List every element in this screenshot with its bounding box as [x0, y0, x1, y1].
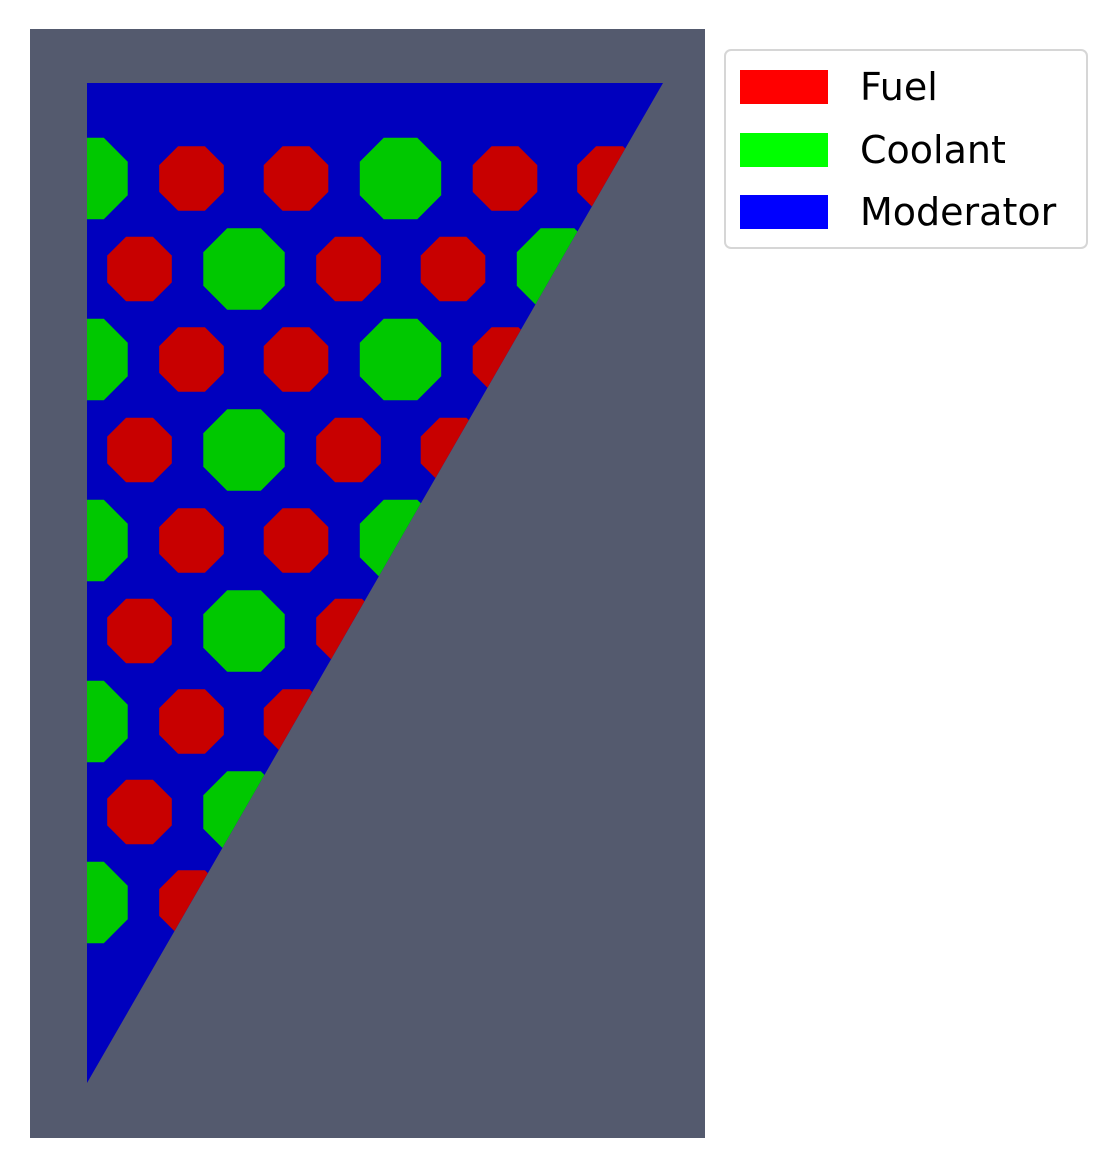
coolant-pin — [359, 137, 442, 220]
legend-label-fuel: Fuel — [860, 65, 938, 109]
coolant-pin — [203, 590, 285, 672]
coolant-pin — [359, 318, 442, 401]
coolant-pin — [203, 228, 285, 310]
legend-label-moderator: Moderator — [860, 190, 1057, 234]
fuel-pin — [107, 417, 172, 483]
coolant-pin — [87, 137, 128, 220]
coolant-pin — [87, 318, 128, 401]
fuel-pin — [263, 508, 329, 573]
legend-label-coolant: Coolant — [860, 128, 1006, 172]
fuel-pin — [472, 146, 538, 211]
legend-swatch-fuel — [740, 70, 828, 104]
fuel-pin — [159, 327, 224, 392]
fuel-pin — [159, 689, 224, 754]
legend-entry-coolant: Coolant — [740, 130, 1006, 170]
fuel-pin — [107, 779, 172, 845]
fuel-pin — [316, 417, 381, 483]
legend: Fuel Coolant Moderator — [724, 49, 1088, 249]
fuel-pin — [159, 508, 224, 573]
fuel-pin — [107, 598, 172, 664]
fuel-pin — [316, 236, 381, 302]
fuel-pin — [159, 146, 224, 211]
fuel-pin — [420, 236, 486, 302]
legend-entry-moderator: Moderator — [740, 192, 1056, 232]
coolant-pin — [87, 499, 128, 582]
fuel-pin — [107, 236, 172, 302]
fuel-pin — [263, 146, 329, 211]
fuel-pin — [263, 327, 329, 392]
coolant-pin — [87, 680, 128, 763]
legend-entry-fuel: Fuel — [740, 67, 938, 107]
legend-swatch-moderator — [740, 195, 828, 229]
legend-swatch-coolant — [740, 133, 828, 167]
coolant-pin — [203, 409, 285, 491]
coolant-pin — [87, 861, 128, 944]
